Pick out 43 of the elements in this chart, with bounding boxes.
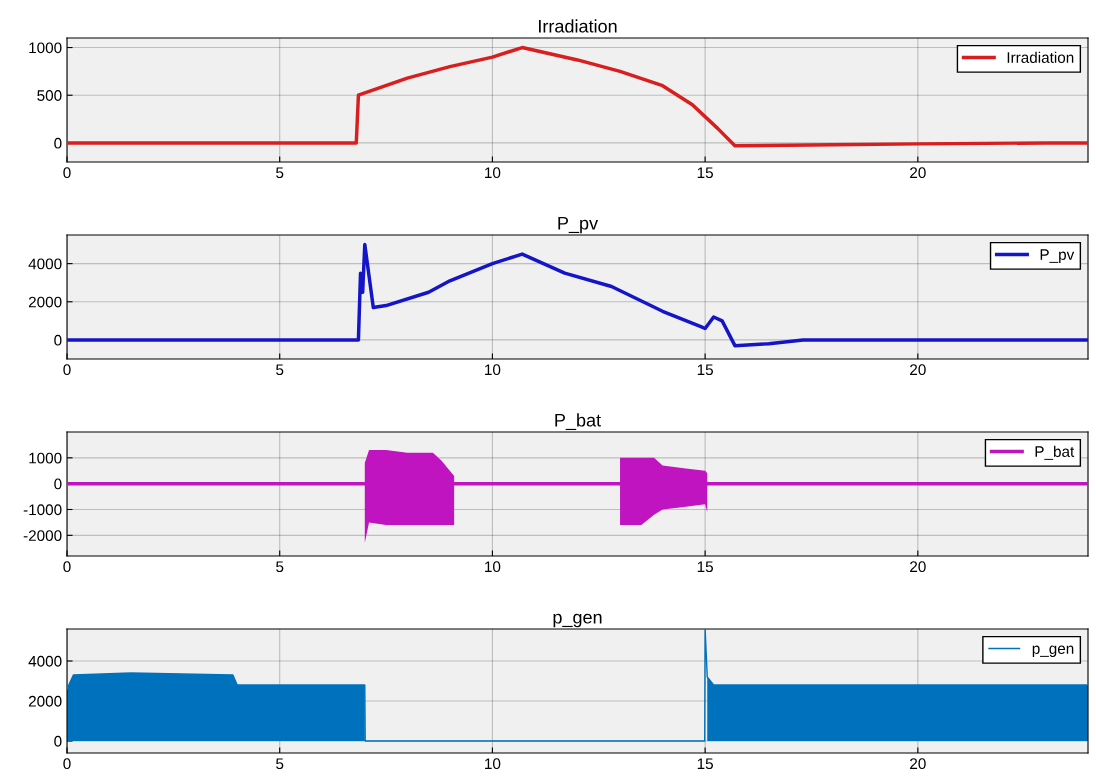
x-tick-label: 15 (697, 758, 713, 770)
x-tick-label: 5 (276, 758, 284, 770)
x-tick-label: 0 (63, 758, 71, 770)
x-tick-label: 20 (910, 167, 926, 179)
legend-label: p_gen (1032, 645, 1074, 657)
x-tick-label: 20 (910, 561, 926, 573)
legend-label: P_pv (1040, 249, 1075, 263)
y-tick-label: 2000 (28, 296, 62, 308)
y-tick-label: 0 (54, 478, 62, 490)
legend-label: P_bat (1035, 445, 1075, 460)
y-tick-label: -2000 (23, 530, 62, 542)
x-tick-label: 10 (485, 167, 501, 179)
legend-label: Irradiation (1007, 51, 1074, 63)
x-tick-label: 10 (485, 364, 501, 376)
y-tick-label: 1000 (29, 42, 62, 54)
y-tick-label: 0 (54, 735, 62, 747)
y-tick-label: 0 (54, 137, 62, 149)
x-tick-label: 10 (485, 561, 501, 573)
y-tick-label: 1000 (29, 452, 62, 464)
x-tick-label: 15 (697, 364, 713, 376)
x-tick-label: 10 (485, 758, 501, 770)
x-tick-label: 15 (697, 167, 713, 179)
y-tick-label: -1000 (23, 504, 62, 516)
line-series (67, 242, 1088, 348)
y-tick-label: 500 (37, 90, 62, 101)
x-tick-label: 0 (63, 561, 71, 573)
x-tick-label: 20 (910, 364, 926, 376)
line-series (67, 45, 1088, 148)
y-tick-label: 2000 (28, 695, 62, 707)
x-tick-label: 5 (276, 561, 284, 573)
x-tick-label: 0 (63, 364, 71, 376)
x-tick-label: 15 (697, 561, 713, 573)
x-tick-label: 20 (910, 758, 926, 770)
x-tick-label: 0 (63, 167, 71, 179)
y-tick-label: 4000 (28, 258, 62, 270)
y-tick-label: 4000 (28, 655, 62, 667)
x-tick-label: 5 (276, 364, 284, 376)
chart-title: p_gen (553, 613, 602, 628)
chart-title: Irradiation (539, 19, 617, 33)
y-tick-label: 0 (54, 334, 62, 346)
chart-title: P_bat (555, 413, 601, 431)
chart-title: P_pv (558, 217, 599, 234)
x-tick-label: 5 (276, 167, 284, 179)
